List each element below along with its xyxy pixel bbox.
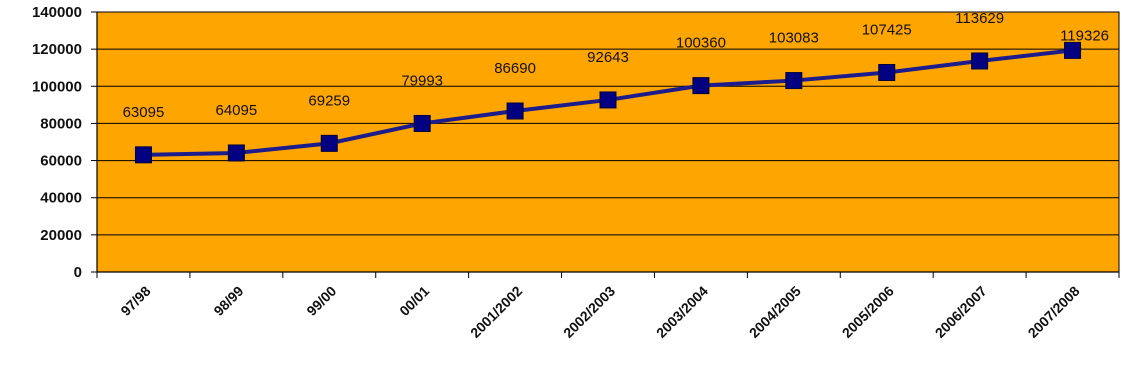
y-tick-label: 20000: [40, 227, 82, 244]
x-tick-label: 2007/2008: [1025, 283, 1083, 341]
x-tick-label: 2006/2007: [932, 283, 990, 341]
data-markers: [134, 41, 1082, 164]
data-label: 86690: [494, 60, 536, 77]
data-point-marker: [1064, 41, 1082, 59]
y-tick-label: 60000: [40, 153, 82, 170]
x-tick-label: 2001/2002: [467, 283, 525, 341]
data-point-marker: [692, 77, 710, 95]
y-tick-label: 0: [74, 264, 82, 281]
data-label: 92643: [587, 49, 629, 66]
data-label: 103083: [769, 30, 819, 47]
data-point-marker: [506, 102, 524, 120]
x-tick-label: 2003/2004: [653, 283, 711, 341]
data-label: 107425: [862, 21, 912, 38]
data-point-marker: [599, 91, 617, 109]
data-label: 64095: [216, 102, 258, 119]
x-tick-label: 2004/2005: [746, 283, 804, 341]
data-point-marker: [785, 72, 803, 90]
data-point-marker: [134, 146, 152, 164]
plot-area: [96, 11, 1120, 273]
axes: [91, 11, 1120, 278]
data-point-marker: [971, 52, 989, 70]
data-point-marker: [320, 134, 338, 152]
y-axis-tick-labels: 0 20000 40000 60000 80000 100000 120000 140000: [32, 4, 82, 281]
x-axis-tick-labels: 97/98 98/99 99/00 00/01 2001/2002 2002/2003 20…: [117, 283, 1082, 341]
y-tick-label: 120000: [32, 41, 82, 58]
data-label: 113629: [955, 10, 1004, 27]
gridlines: [97, 48, 1119, 236]
x-tick-label: 2005/2006: [839, 283, 897, 341]
data-point-marker: [878, 63, 896, 81]
y-tick-label: 80000: [40, 115, 82, 132]
data-label: 69259: [308, 92, 350, 109]
x-tick-label: 2002/2003: [560, 283, 618, 341]
data-label: 119326: [1060, 27, 1109, 44]
y-tick-label: 100000: [32, 78, 82, 95]
data-labels: 63095 64095 69259 79993 86690 92643 100360 1030…: [123, 10, 1109, 121]
data-point-marker: [413, 114, 431, 132]
data-label: 79993: [401, 72, 443, 89]
data-point-marker: [227, 144, 245, 162]
x-tick-label: 97/98: [117, 283, 153, 319]
data-label: 63095: [123, 104, 165, 121]
x-tick-label: 00/01: [396, 283, 432, 319]
x-tick-label: 99/00: [303, 283, 339, 319]
y-tick-label: 40000: [40, 190, 82, 207]
x-tick-label: 98/99: [210, 283, 246, 319]
y-tick-label: 140000: [32, 4, 82, 21]
data-label: 100360: [676, 35, 726, 52]
